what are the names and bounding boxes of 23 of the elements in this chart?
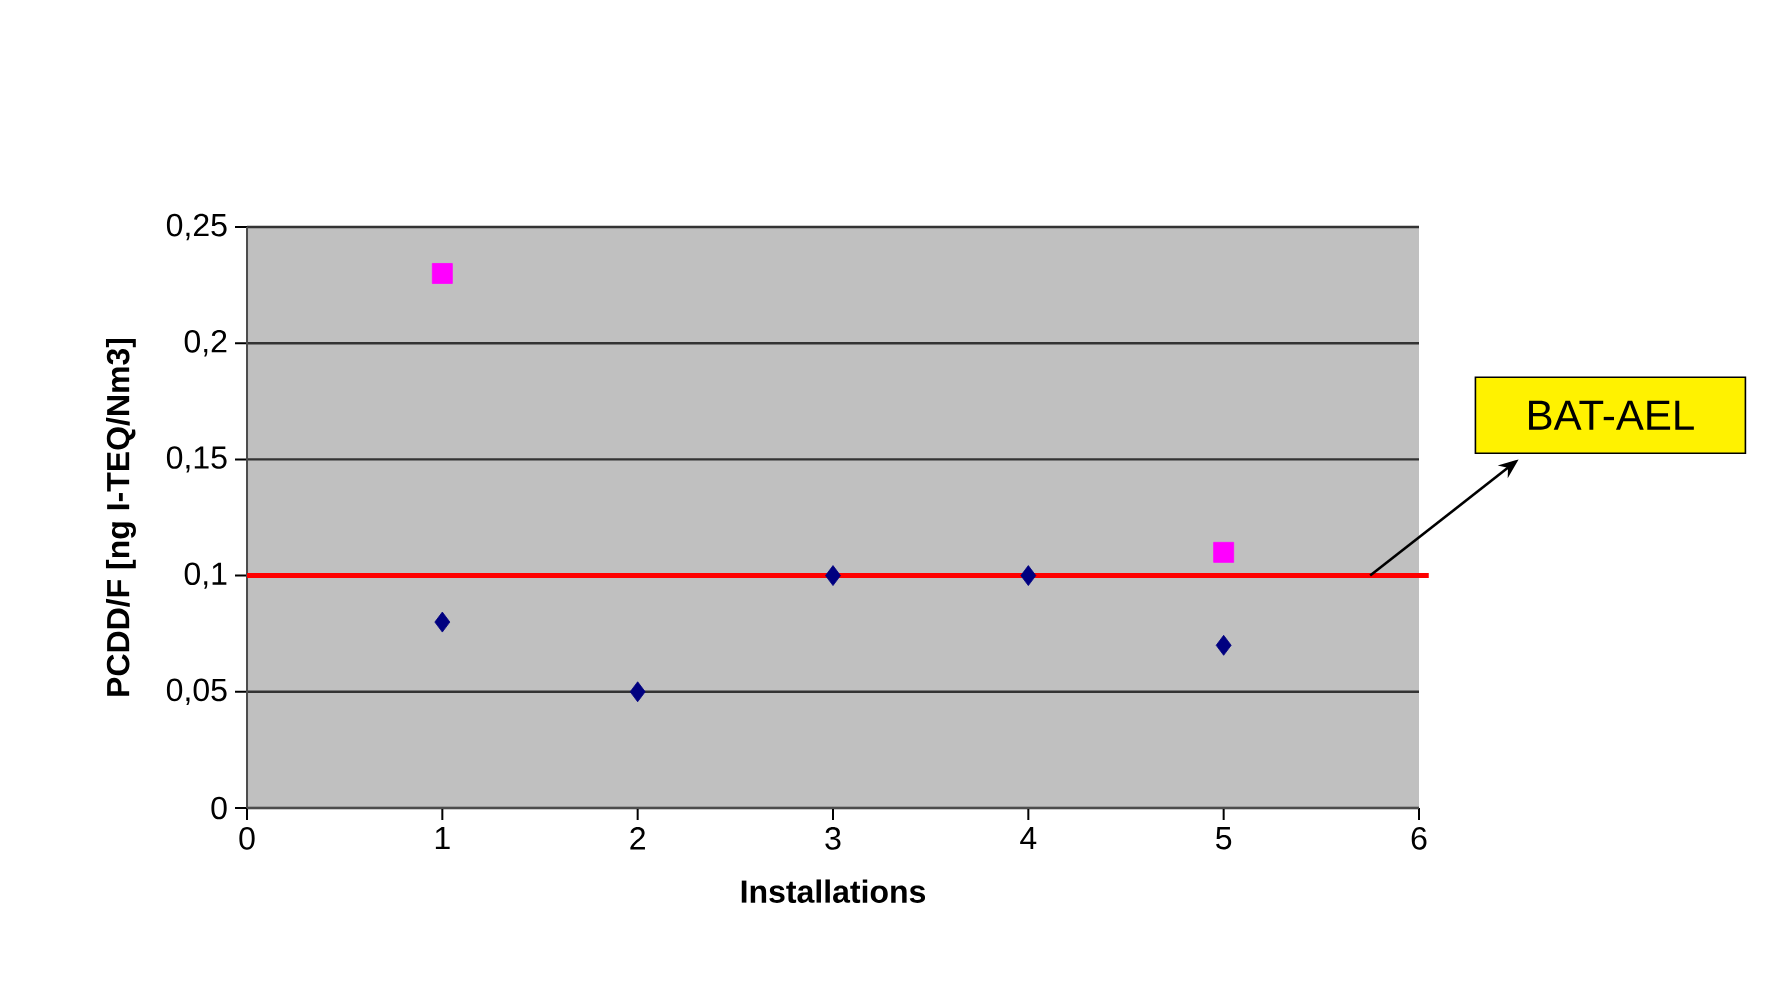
y-axis-title: PCDD/F [ng I-TEQ/Nm3]: [105, 338, 136, 696]
x-tick-label: 6: [1411, 827, 1427, 850]
ref-line-label: BAT-AEL: [1529, 400, 1694, 430]
point: [825, 565, 841, 586]
x-tick-label: 4: [1020, 827, 1037, 850]
x-tick-label: 0: [239, 827, 255, 850]
y-tick-label: 0,15: [166, 446, 227, 473]
point: [434, 611, 451, 633]
y-tick-label: 0,25: [166, 213, 227, 241]
x-tick-label: 5: [1216, 827, 1232, 850]
y-tick-label: 0: [211, 796, 227, 820]
x-tick-label: 3: [825, 827, 841, 850]
y-tick-label: 0,05: [166, 678, 227, 705]
y-tick-label: 0,1: [184, 562, 227, 589]
point: [629, 681, 646, 703]
point: [1020, 565, 1037, 586]
y-tick-label: 0,2: [184, 329, 227, 357]
point: [431, 263, 453, 284]
x-tick-label: 2: [630, 827, 645, 850]
x-tick-label: 1: [435, 827, 450, 850]
x-axis-title: Installations: [741, 879, 926, 903]
point: [1213, 541, 1235, 563]
point: [1215, 634, 1232, 656]
